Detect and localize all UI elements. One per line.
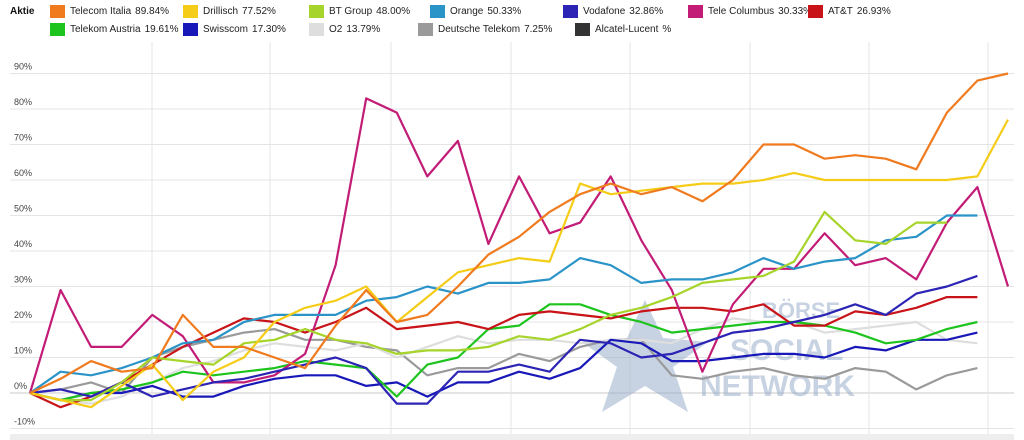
y-tick-label: 0% bbox=[14, 381, 27, 391]
y-tick-label: 50% bbox=[14, 204, 32, 214]
legend-label: Vodafone bbox=[583, 5, 626, 17]
legend-item[interactable]: BT Group 48.00% bbox=[309, 4, 410, 18]
legend-value: 30.33% bbox=[778, 5, 813, 17]
legend-item[interactable]: AT&T 26.93% bbox=[808, 4, 891, 18]
watermark-text-2: SOCIAL bbox=[730, 334, 843, 367]
legend-label: Alcatel-Lucent bbox=[595, 23, 659, 35]
legend-value: % bbox=[662, 23, 672, 35]
legend-swatch bbox=[563, 4, 578, 18]
legend-value: 17.30% bbox=[252, 23, 286, 35]
legend-item[interactable]: Swisscom 17.30% bbox=[183, 22, 286, 36]
legend-value: 7.25% bbox=[524, 23, 553, 35]
legend-swatch bbox=[50, 22, 65, 36]
legend-item[interactable]: Vodafone 32.86% bbox=[563, 4, 663, 18]
x-axis-band bbox=[10, 434, 1014, 440]
legend-label: O2 bbox=[329, 23, 343, 35]
legend-title: Aktie bbox=[10, 6, 35, 17]
y-tick-label: -10% bbox=[14, 417, 35, 427]
legend-item[interactable]: Telecom Italia 89.84% bbox=[50, 4, 169, 18]
legend-value: 89.84% bbox=[135, 5, 170, 17]
y-tick-label: 80% bbox=[14, 97, 32, 107]
legend-swatch bbox=[50, 4, 65, 18]
legend-label: Drillisch bbox=[203, 5, 238, 17]
chart-legend: Aktie Telecom Italia 89.84% Drillisch 77.52… bbox=[0, 0, 1024, 40]
watermark-text-1: BÖRSE bbox=[762, 298, 840, 323]
watermark-text-3: NETWORK bbox=[700, 370, 855, 403]
legend-item[interactable]: Drillisch 77.52% bbox=[183, 4, 276, 18]
legend-item[interactable]: Orange 50.33% bbox=[430, 4, 521, 18]
legend-item[interactable]: O2 13.79% bbox=[309, 22, 380, 36]
series-line[interactable] bbox=[29, 210, 947, 402]
series-line[interactable] bbox=[29, 214, 978, 394]
legend-value: 77.52% bbox=[242, 5, 276, 17]
legend-swatch bbox=[309, 22, 324, 36]
legend-value: 48.00% bbox=[376, 5, 411, 17]
legend-swatch bbox=[309, 4, 324, 18]
legend-value: 32.86% bbox=[629, 5, 664, 17]
y-tick-label: 30% bbox=[14, 275, 32, 285]
y-tick-label: 10% bbox=[14, 346, 32, 356]
y-tick-label: 60% bbox=[14, 168, 32, 178]
legend-label: Swisscom bbox=[203, 23, 249, 35]
legend-swatch bbox=[808, 4, 823, 18]
series-layer bbox=[28, 72, 1010, 409]
legend-swatch bbox=[418, 22, 433, 36]
y-axis: -10% 0% 10% 20% 30% 40% 50% 60% 70% 80% 90% bbox=[14, 62, 35, 427]
legend-label: Tele Columbus bbox=[708, 5, 775, 17]
y-tick-label: 90% bbox=[14, 62, 32, 72]
legend-swatch bbox=[688, 4, 703, 18]
series-line[interactable] bbox=[29, 72, 1009, 394]
legend-label: Deutsche Telekom bbox=[438, 23, 521, 35]
legend-label: BT Group bbox=[329, 5, 373, 17]
legend-item[interactable]: Tele Columbus 30.33% bbox=[688, 4, 812, 18]
y-tick-label: 70% bbox=[14, 133, 32, 143]
legend-label: AT&T bbox=[828, 5, 853, 17]
legend-value: 13.79% bbox=[346, 23, 381, 35]
legend-label: Orange bbox=[450, 5, 484, 17]
chart-grid bbox=[10, 42, 1014, 440]
legend-swatch bbox=[575, 22, 590, 36]
legend-swatch bbox=[183, 4, 198, 18]
legend-item[interactable]: Alcatel-Lucent% bbox=[575, 22, 671, 36]
legend-item[interactable]: Deutsche Telekom 7.25% bbox=[418, 22, 552, 36]
legend-swatch bbox=[183, 22, 198, 36]
y-tick-label: 20% bbox=[14, 310, 32, 320]
legend-item[interactable]: Telekom Austria 19.61% bbox=[50, 22, 179, 36]
legend-label: Telekom Austria bbox=[70, 23, 141, 35]
legend-label: Telecom Italia bbox=[70, 5, 132, 17]
series-line[interactable] bbox=[28, 97, 1010, 394]
legend-value: 26.93% bbox=[856, 5, 891, 17]
series-line[interactable] bbox=[29, 274, 978, 405]
legend-value: 50.33% bbox=[487, 5, 522, 17]
legend-value: 19.61% bbox=[144, 23, 179, 35]
y-tick-label: 40% bbox=[14, 239, 32, 249]
legend-swatch bbox=[430, 4, 445, 18]
series-line[interactable] bbox=[29, 119, 1009, 409]
